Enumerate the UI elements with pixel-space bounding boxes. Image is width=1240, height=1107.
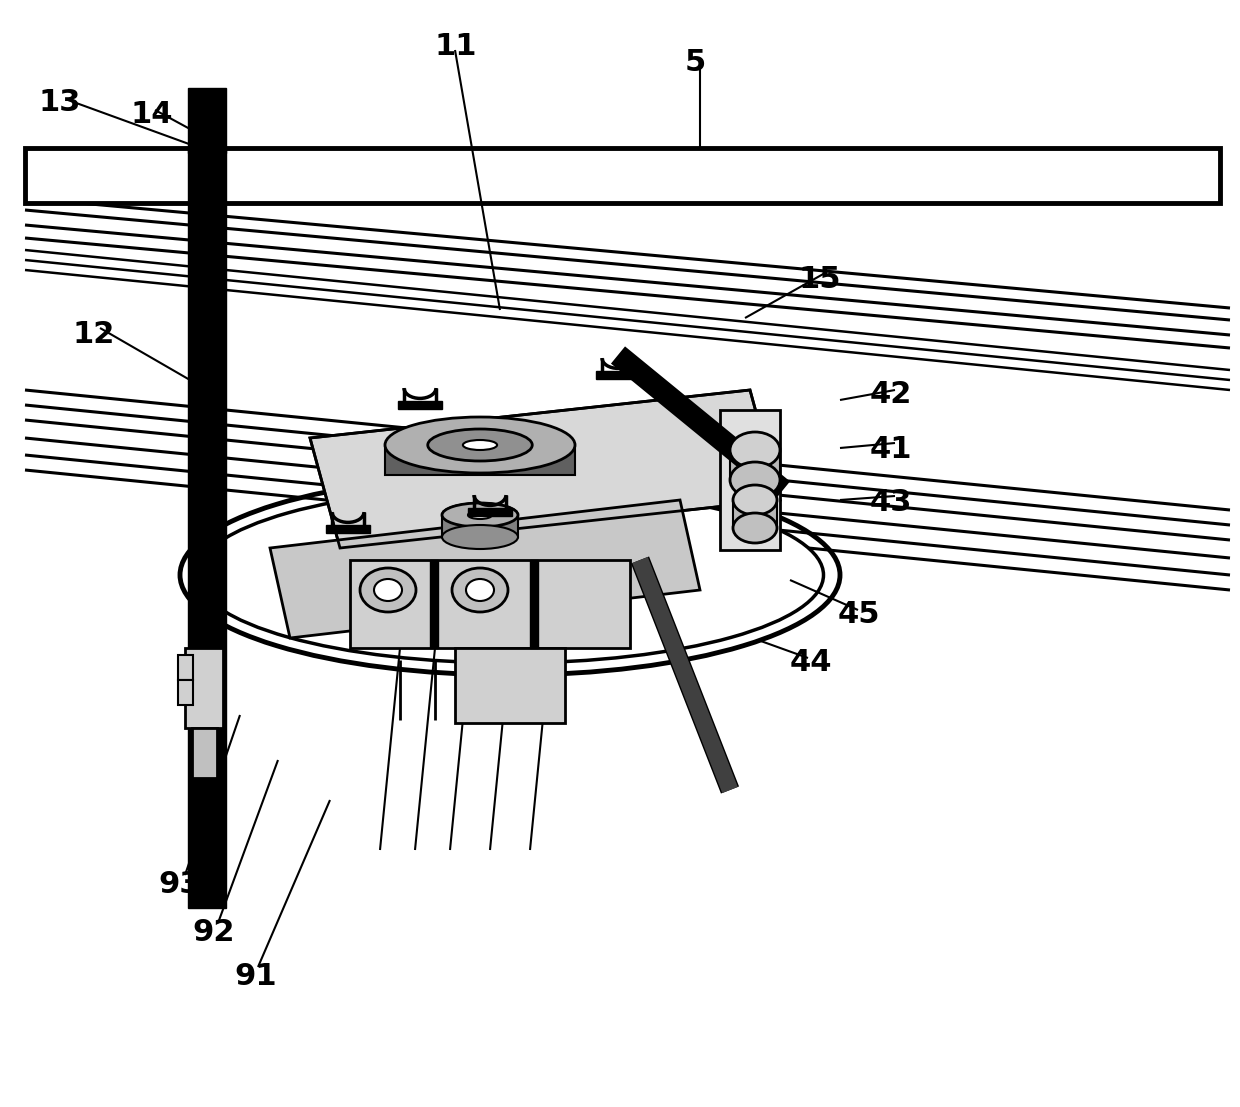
Bar (430, 560, 438, 648)
Bar (179, 655, 193, 680)
Bar (467, 508, 512, 516)
Text: 45: 45 (838, 600, 880, 629)
Text: 11: 11 (435, 32, 477, 61)
Bar (398, 401, 443, 408)
Bar (188, 148, 226, 908)
Ellipse shape (441, 525, 518, 549)
Text: 15: 15 (799, 265, 841, 294)
Text: 44: 44 (790, 648, 832, 677)
Ellipse shape (466, 579, 494, 601)
Ellipse shape (733, 513, 777, 544)
Text: 93: 93 (157, 870, 201, 899)
Polygon shape (441, 515, 518, 537)
Bar (25, 148, 1220, 203)
Ellipse shape (441, 503, 518, 527)
Polygon shape (310, 390, 780, 548)
Bar (730, 451, 780, 480)
Bar (179, 680, 193, 705)
Text: 42: 42 (870, 380, 913, 408)
Bar (595, 371, 640, 379)
Text: 41: 41 (870, 435, 913, 464)
Bar (188, 87, 226, 153)
Polygon shape (270, 500, 701, 638)
Ellipse shape (463, 439, 497, 451)
Text: 14: 14 (130, 100, 172, 130)
Ellipse shape (730, 432, 780, 468)
Ellipse shape (428, 430, 532, 461)
Ellipse shape (196, 487, 823, 663)
Bar (455, 648, 565, 723)
Bar (350, 560, 630, 648)
Bar (529, 560, 538, 648)
Text: 91: 91 (234, 962, 277, 991)
Bar (326, 525, 371, 532)
Text: 5: 5 (684, 48, 707, 77)
Text: 13: 13 (38, 87, 81, 117)
Ellipse shape (453, 568, 508, 612)
Ellipse shape (360, 568, 415, 612)
Ellipse shape (467, 511, 492, 519)
Bar (185, 648, 223, 728)
Ellipse shape (384, 417, 575, 473)
Ellipse shape (730, 462, 780, 498)
Ellipse shape (733, 485, 777, 515)
Bar (192, 728, 217, 778)
Bar (720, 410, 780, 550)
Text: 92: 92 (192, 918, 234, 946)
Bar (733, 500, 777, 528)
Polygon shape (384, 445, 575, 475)
Text: 12: 12 (72, 320, 114, 349)
Text: 43: 43 (870, 488, 913, 517)
Ellipse shape (374, 579, 402, 601)
